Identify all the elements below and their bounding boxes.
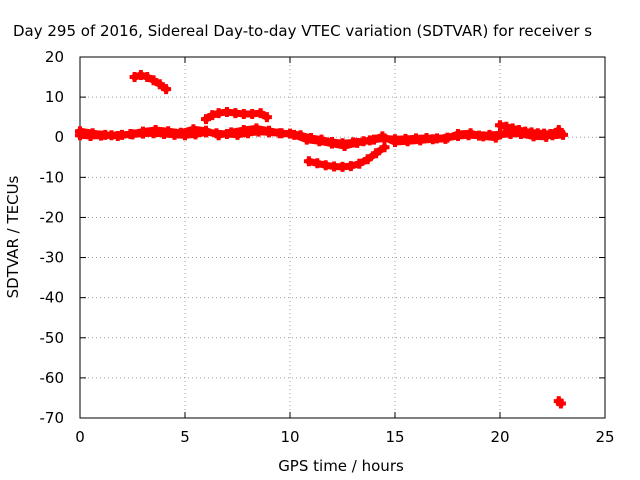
grid	[80, 57, 605, 418]
y-axis-ticks: 20 10 0 -10 -20 -30 -40 -50 -60 -70	[40, 48, 605, 427]
data-series	[75, 123, 564, 152]
data-series	[303, 142, 390, 172]
x-axis-ticks: 0 5 10 15 20 25	[75, 57, 615, 446]
y-tick-label: 10	[45, 88, 64, 106]
x-tick-label: 0	[75, 428, 85, 446]
data-series	[495, 120, 566, 140]
data-trace-segment	[156, 80, 170, 93]
data-series	[553, 396, 566, 409]
y-tick-label: -20	[40, 208, 65, 226]
data-trace-segment	[372, 143, 388, 157]
data-series	[129, 70, 172, 95]
y-tick-label: 20	[45, 48, 64, 66]
x-tick-label: 10	[280, 428, 299, 446]
chart-title: Day 295 of 2016, Sidereal Day-to-day VTE…	[13, 22, 592, 40]
y-tick-label: -70	[40, 409, 65, 427]
y-axis-title: SDTVAR / TECUs	[4, 175, 22, 298]
plot-frame	[79, 56, 606, 419]
data-trace-segment	[257, 109, 271, 121]
data-points	[75, 70, 568, 409]
data-trace-segment	[555, 397, 565, 408]
y-tick-label: 0	[54, 128, 64, 146]
y-tick-label: -50	[40, 329, 65, 347]
y-tick-label: -10	[40, 168, 65, 186]
y-tick-label: -30	[40, 249, 65, 267]
y-tick-label: -40	[40, 289, 65, 307]
y-tick-label: -60	[40, 369, 65, 387]
x-axis-title: GPS time / hours	[278, 457, 404, 475]
x-tick-label: 15	[385, 428, 404, 446]
data-series	[201, 106, 272, 125]
x-tick-label: 25	[595, 428, 614, 446]
x-tick-label: 5	[180, 428, 190, 446]
x-tick-label: 20	[490, 428, 509, 446]
